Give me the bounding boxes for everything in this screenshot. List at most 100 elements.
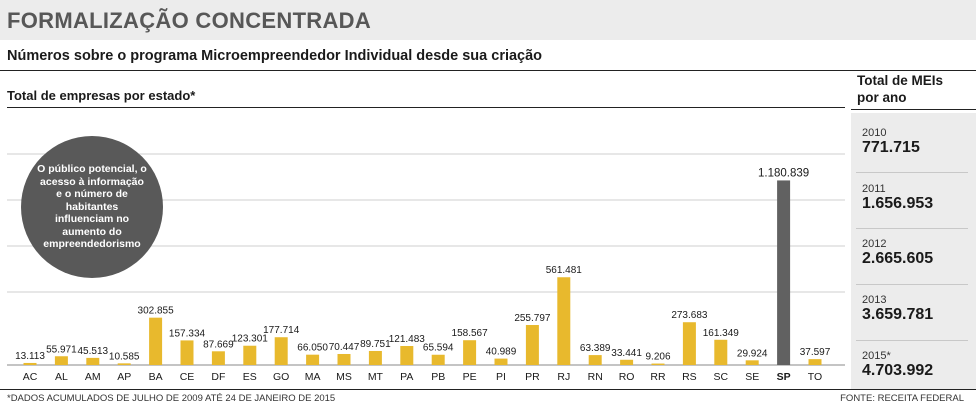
value-label-pe: 158.567: [452, 328, 489, 339]
year-label: 2012: [862, 238, 887, 250]
year-divider: [856, 172, 968, 173]
tick-label-sc: SC: [714, 371, 729, 383]
tick-label-pi: PI: [496, 371, 506, 383]
year-value: 1.656.953: [862, 195, 934, 212]
value-label-sp: 1.180.839: [758, 167, 809, 179]
bar-chart: 13.113 AC 55.971 AL 45.513 AM 10.585 AP 302.855 B…: [7, 153, 845, 383]
tick-label-rs: RS: [682, 371, 697, 383]
tick-label-ce: CE: [180, 371, 195, 383]
bar-rs: [682, 322, 696, 365]
value-label-ac: 13.113: [15, 351, 45, 362]
year-item-2010: 2010 771.715: [862, 127, 972, 157]
value-label-ms: 70.447: [329, 342, 360, 353]
year-value: 4.703.992: [862, 362, 934, 379]
sidebar-heading: Total de MEIs por ano: [857, 72, 967, 106]
tick-label-ro: RO: [619, 371, 635, 383]
value-label-go: 177.714: [263, 325, 300, 336]
chart-label: Total de empresas por estado*: [7, 88, 196, 103]
tick-label-pb: PB: [431, 371, 445, 383]
value-label-pa: 121.483: [389, 334, 426, 345]
tick-label-rr: RR: [650, 371, 666, 383]
bar-am: [86, 357, 100, 365]
sidebar-rule: [851, 109, 976, 110]
bar-to: [808, 359, 822, 365]
value-label-se: 29.924: [737, 348, 768, 359]
value-label-ma: 66.050: [297, 343, 328, 354]
bar-mt: [368, 350, 382, 365]
tick-label-rj: RJ: [557, 371, 570, 383]
value-label-pr: 255.797: [514, 313, 551, 324]
footer-rule: [0, 389, 976, 390]
tick-label-df: DF: [211, 371, 225, 383]
year-divider: [856, 340, 968, 341]
year-divider: [856, 284, 968, 285]
bar-df: [211, 351, 225, 365]
year-value: 2.665.605: [862, 250, 934, 267]
bar-go: [274, 337, 288, 365]
tick-label-to: TO: [808, 371, 822, 383]
page-title: FORMALIZAÇÃO CONCENTRADA: [7, 8, 372, 33]
bar-sc: [714, 339, 728, 365]
sidebar-heading-line1: Total de MEIs: [857, 73, 944, 88]
value-label-es: 123.301: [232, 334, 269, 345]
value-label-rj: 561.481: [546, 265, 583, 276]
title-bar: [0, 0, 976, 40]
subtitle-rule: [0, 70, 976, 71]
bar-pe: [463, 340, 477, 365]
sidebar-panel: [851, 113, 976, 390]
info-bubble-text: O público potencial, o acesso à informaç…: [37, 163, 147, 251]
tick-label-mt: MT: [368, 371, 384, 383]
bar-pa: [400, 346, 414, 365]
bar-es: [243, 345, 257, 365]
bar-ac: [23, 362, 37, 365]
bar-ap: [117, 363, 131, 365]
bar-al: [54, 356, 68, 365]
tick-label-am: AM: [85, 371, 101, 383]
value-label-sc: 161.349: [703, 328, 740, 339]
year-divider: [856, 228, 968, 229]
year-value: 771.715: [862, 139, 920, 156]
value-label-ap: 10.585: [109, 351, 140, 362]
value-label-al: 55.971: [46, 344, 77, 355]
tick-label-pr: PR: [525, 371, 540, 383]
value-label-ba: 302.855: [138, 306, 175, 317]
tick-label-rn: RN: [588, 371, 603, 383]
tick-label-pa: PA: [400, 371, 413, 383]
bar-se: [745, 360, 759, 365]
year-label: 2015*: [862, 350, 891, 362]
year-item-2012: 2012 2.665.605: [862, 238, 972, 268]
tick-label-ms: MS: [336, 371, 352, 383]
value-label-to: 37.597: [800, 347, 831, 358]
page-subtitle: Números sobre o programa Microempreended…: [7, 48, 543, 64]
footnote: *DADOS ACUMULADOS DE JULHO DE 2009 ATÉ 2…: [7, 393, 336, 404]
bar-sp: [777, 180, 791, 365]
bar-rn: [588, 355, 602, 365]
year-value: 3.659.781: [862, 306, 934, 323]
value-label-ce: 157.334: [169, 328, 206, 339]
value-label-pb: 65.594: [423, 343, 454, 354]
bar-ma: [306, 354, 320, 365]
year-label: 2011: [862, 183, 886, 195]
tick-label-ap: AP: [117, 371, 131, 383]
tick-label-es: ES: [243, 371, 257, 383]
tick-label-se: SE: [745, 371, 759, 383]
bar-ba: [149, 317, 163, 365]
bar-pr: [525, 325, 539, 365]
bar-rr: [651, 363, 665, 365]
tick-label-ba: BA: [149, 371, 163, 383]
sidebar-heading-line2: por ano: [857, 90, 907, 105]
year-label: 2010: [862, 127, 887, 139]
tick-label-sp: SP: [777, 371, 791, 383]
bar-ce: [180, 340, 194, 365]
bar-rj: [557, 277, 571, 365]
source-credit: FONTE: RECEITA FEDERAL: [840, 393, 964, 404]
value-label-am: 45.513: [78, 346, 109, 357]
value-label-df: 87.669: [203, 339, 234, 350]
tick-label-al: AL: [55, 371, 68, 383]
info-bubble: O público potencial, o acesso à informaç…: [21, 136, 163, 278]
tick-label-ac: AC: [23, 371, 38, 383]
tick-label-pe: PE: [463, 371, 477, 383]
year-label: 2013: [862, 294, 887, 306]
year-item-2011: 2011 1.656.953: [862, 183, 972, 213]
bar-pi: [494, 358, 508, 365]
